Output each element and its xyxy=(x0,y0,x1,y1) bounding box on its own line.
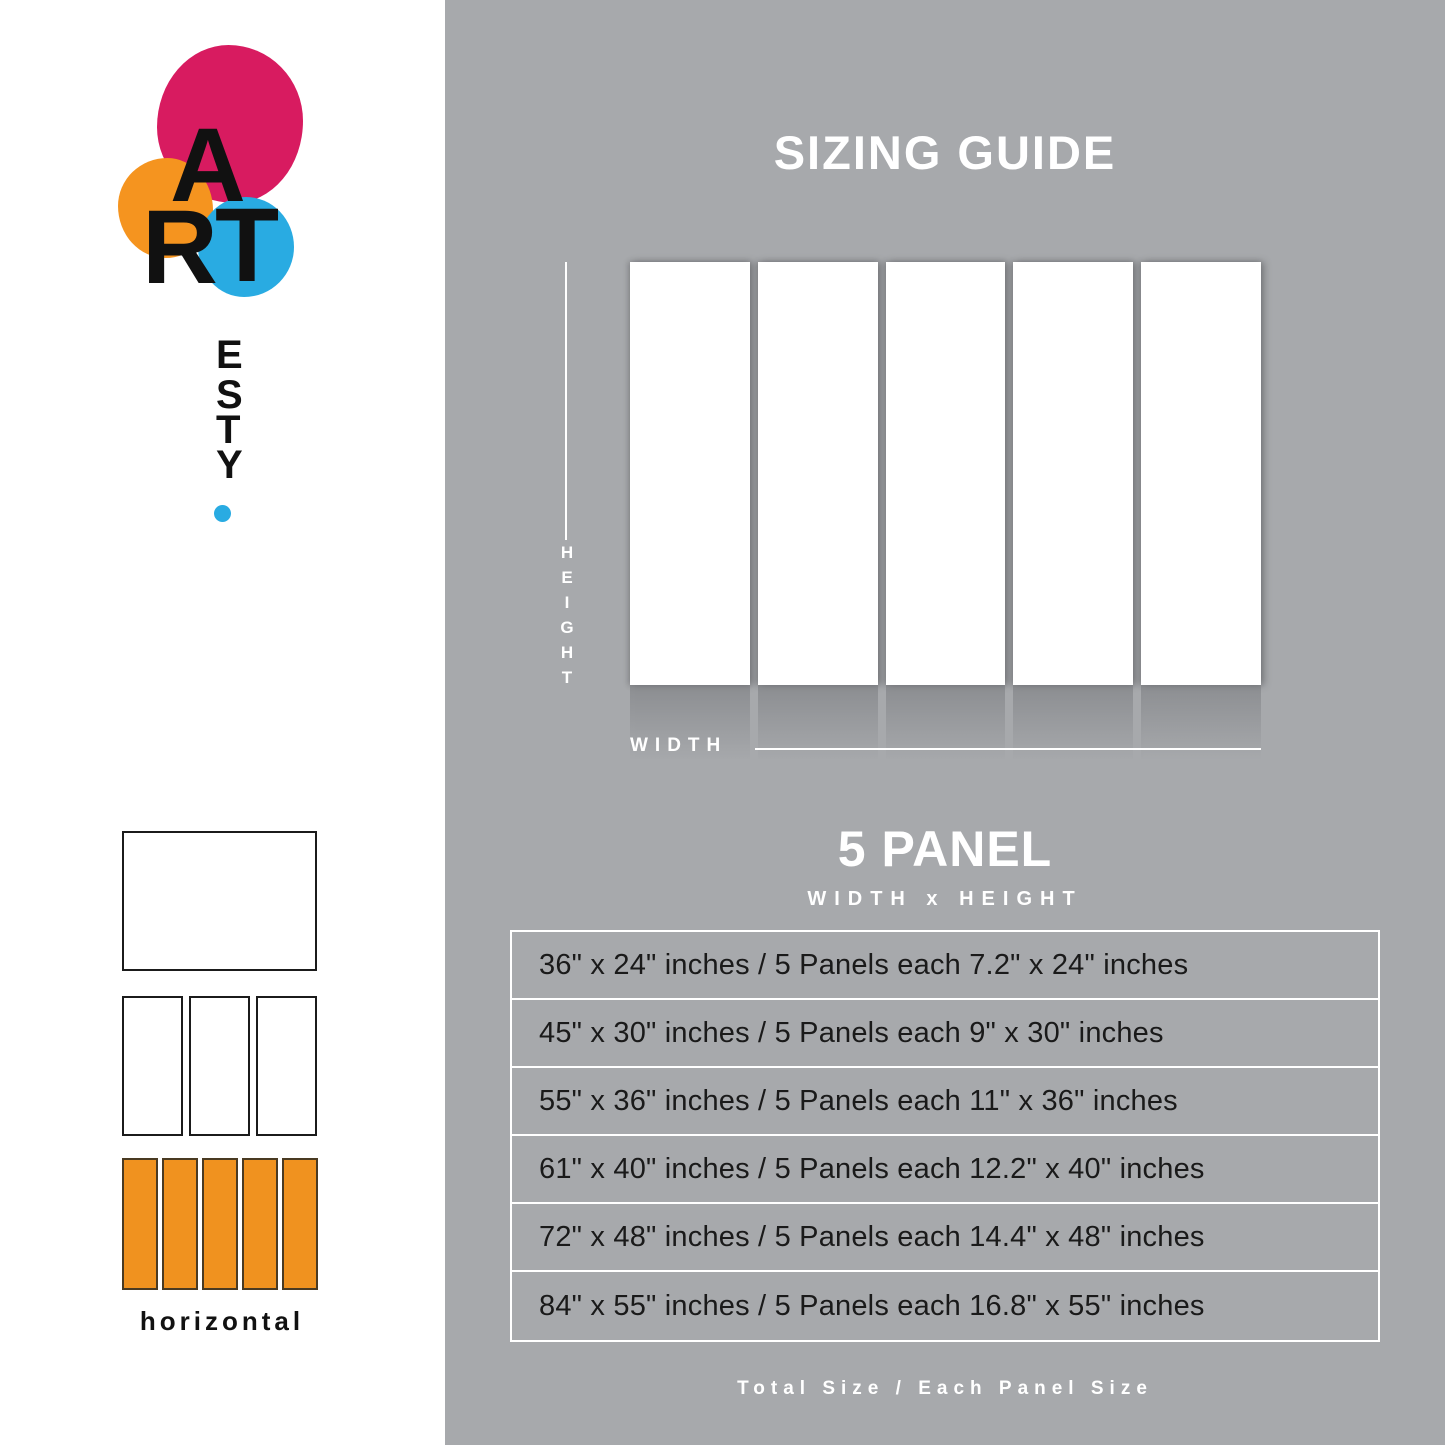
table-row[interactable]: 36" x 24" inches / 5 Panels each 7.2" x … xyxy=(512,932,1378,1000)
thumbnail-panel xyxy=(122,996,183,1136)
width-axis-label: WIDTH xyxy=(630,735,728,756)
height-letter: T xyxy=(561,668,573,687)
height-letter: H xyxy=(560,543,574,562)
table-row[interactable]: 55" x 36" inches / 5 Panels each 11" x 3… xyxy=(512,1068,1378,1136)
logo-letter-a: A xyxy=(170,107,246,224)
panel-dimension-subheading: WIDTH x HEIGHT xyxy=(807,888,1083,910)
logo-dot-icon xyxy=(214,505,231,522)
table-row[interactable]: 84" x 55" inches / 5 Panels each 16.8" x… xyxy=(539,1289,1205,1322)
height-letter: E xyxy=(561,568,573,587)
thumbnail-five-panel-selected[interactable] xyxy=(122,1158,318,1290)
reflection-strip xyxy=(1141,685,1261,760)
guide-panel: SIZING GUIDE H E I G H T xyxy=(445,0,1445,1445)
thumbnail-panel xyxy=(202,1158,238,1290)
table-row[interactable]: 45" x 30" inches / 5 Panels each 9" x 30… xyxy=(512,1000,1378,1068)
thumbnail-single-panel[interactable] xyxy=(122,831,317,971)
panel-count-heading: 5 PANEL xyxy=(837,821,1053,877)
size-table: 36" x 24" inches / 5 Panels each 7.2" x … xyxy=(510,930,1380,1342)
thumbnail-panel xyxy=(189,996,250,1136)
width-measure-line xyxy=(755,748,1261,750)
reflection-strip xyxy=(885,685,1006,760)
logo-letter-r: R xyxy=(142,189,218,306)
thumbnail-panel xyxy=(122,1158,158,1290)
height-measure-line xyxy=(565,262,567,540)
artesty-logo: A R T E S T Y xyxy=(112,35,312,522)
logo-letter-t: T xyxy=(215,187,280,304)
preview-panel xyxy=(757,262,878,685)
panel-diagram: H E I G H T WIDTH xyxy=(445,0,1445,790)
preview-panel xyxy=(630,262,750,685)
thumbnail-panel xyxy=(256,996,317,1136)
thumbnail-panel xyxy=(242,1158,278,1290)
logo-letter-t2: T xyxy=(216,408,241,452)
height-axis-label: H E I G H T xyxy=(557,540,577,690)
height-letter: G xyxy=(560,618,574,637)
left-sidebar: A R T E S T Y horizontal xyxy=(0,0,445,1445)
height-letter: H xyxy=(560,643,574,662)
logo-blob-orange-icon xyxy=(118,158,213,258)
size-table-footer: Total Size / Each Panel Size xyxy=(737,1378,1153,1399)
panel-preview-group xyxy=(630,262,1261,685)
page-title: SIZING GUIDE xyxy=(773,126,1117,179)
logo-letter-y: Y xyxy=(216,443,243,487)
preview-panel xyxy=(885,262,1006,685)
logo-letter-e: E xyxy=(216,333,243,377)
table-row[interactable]: 72" x 48" inches / 5 Panels each 14.4" x… xyxy=(512,1204,1378,1272)
reflection-strip xyxy=(630,685,750,760)
table-row[interactable]: 61" x 40" inches / 5 Panels each 12.2" x… xyxy=(512,1136,1378,1204)
logo-blob-blue-icon xyxy=(198,197,294,297)
reflection-strip xyxy=(757,685,878,760)
orientation-label: horizontal xyxy=(139,1306,305,1336)
reflection-strip xyxy=(1013,685,1134,760)
thumbnail-three-panel[interactable] xyxy=(122,996,317,1136)
thumbnail-panel xyxy=(162,1158,198,1290)
preview-panel xyxy=(1013,262,1134,685)
panel-reflection xyxy=(630,685,1261,760)
height-letter: I xyxy=(564,593,570,612)
logo-letter-s: S xyxy=(216,373,243,417)
thumbnail-panel xyxy=(282,1158,318,1290)
preview-panel xyxy=(1141,262,1261,685)
